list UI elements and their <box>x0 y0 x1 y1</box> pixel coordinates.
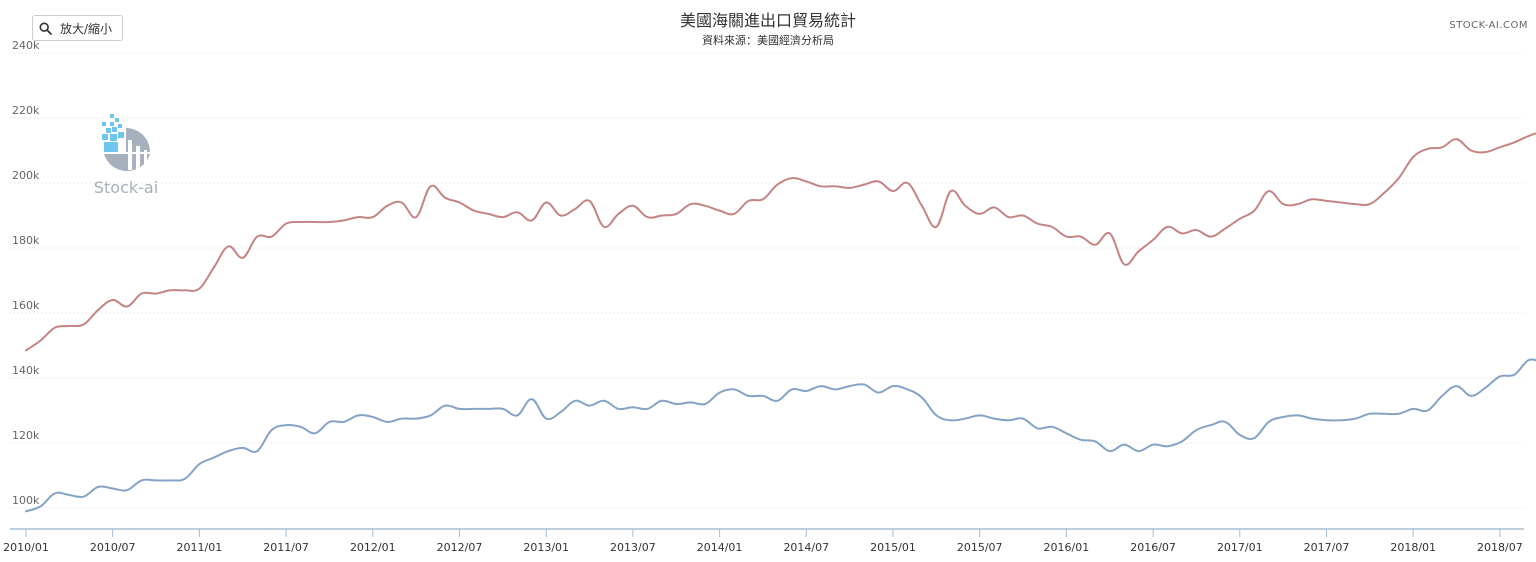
series-line-top[interactable] <box>25 131 1536 352</box>
x-tick-label: 2017/07 <box>1304 541 1350 554</box>
y-tick-label: 220k <box>12 104 40 117</box>
x-tick-label: 2010/07 <box>90 541 136 554</box>
y-tick-label: 100k <box>12 494 40 507</box>
x-tick-label: 2015/07 <box>957 541 1003 554</box>
x-tick-label: 2010/01 <box>3 541 49 554</box>
zoom-button[interactable]: 放大/縮小 <box>32 15 123 41</box>
x-tick-label: 2011/01 <box>177 541 223 554</box>
y-tick-label: 120k <box>12 429 40 442</box>
chart-title: 美國海關進出口貿易統計 <box>679 11 856 30</box>
series-line-bottom[interactable] <box>25 358 1536 513</box>
x-tick-label: 2014/01 <box>697 541 743 554</box>
search-icon <box>39 21 52 35</box>
x-tick-label: 2013/01 <box>523 541 569 554</box>
x-tick-label: 2011/07 <box>263 541 309 554</box>
y-tick-label: 200k <box>12 169 40 182</box>
y-tick-label: 180k <box>12 234 40 247</box>
x-tick-label: 2012/01 <box>350 541 396 554</box>
y-tick-label: 240k <box>12 39 40 52</box>
x-tick-label: 2015/01 <box>870 541 916 554</box>
zoom-label: 放大/縮小 <box>60 21 113 36</box>
logo-icon <box>102 114 150 172</box>
x-tick-label: 2016/07 <box>1130 541 1176 554</box>
x-tick-label: 2014/07 <box>783 541 829 554</box>
x-tick-label: 2013/07 <box>610 541 656 554</box>
y-tick-label: 140k <box>12 364 40 377</box>
chart-subtitle: 資料來源：美國經濟分析局 <box>702 34 834 47</box>
y-tick-label: 160k <box>12 299 40 312</box>
x-tick-label: 2017/01 <box>1217 541 1263 554</box>
x-tick-label: 2016/01 <box>1044 541 1090 554</box>
x-tick-label: 2012/07 <box>437 541 483 554</box>
x-tick-label: 2018/07 <box>1477 541 1523 554</box>
credit-link[interactable]: STOCK-AI.COM <box>1449 20 1528 31</box>
x-tick-label: 2018/01 <box>1390 541 1436 554</box>
